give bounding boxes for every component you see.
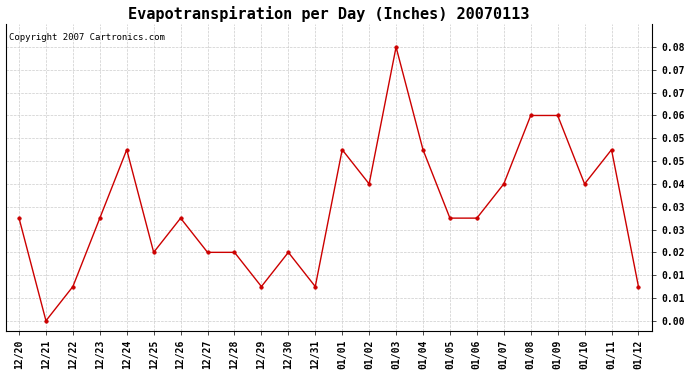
Title: Evapotranspiration per Day (Inches) 20070113: Evapotranspiration per Day (Inches) 2007… <box>128 6 529 21</box>
Text: Copyright 2007 Cartronics.com: Copyright 2007 Cartronics.com <box>9 33 165 42</box>
